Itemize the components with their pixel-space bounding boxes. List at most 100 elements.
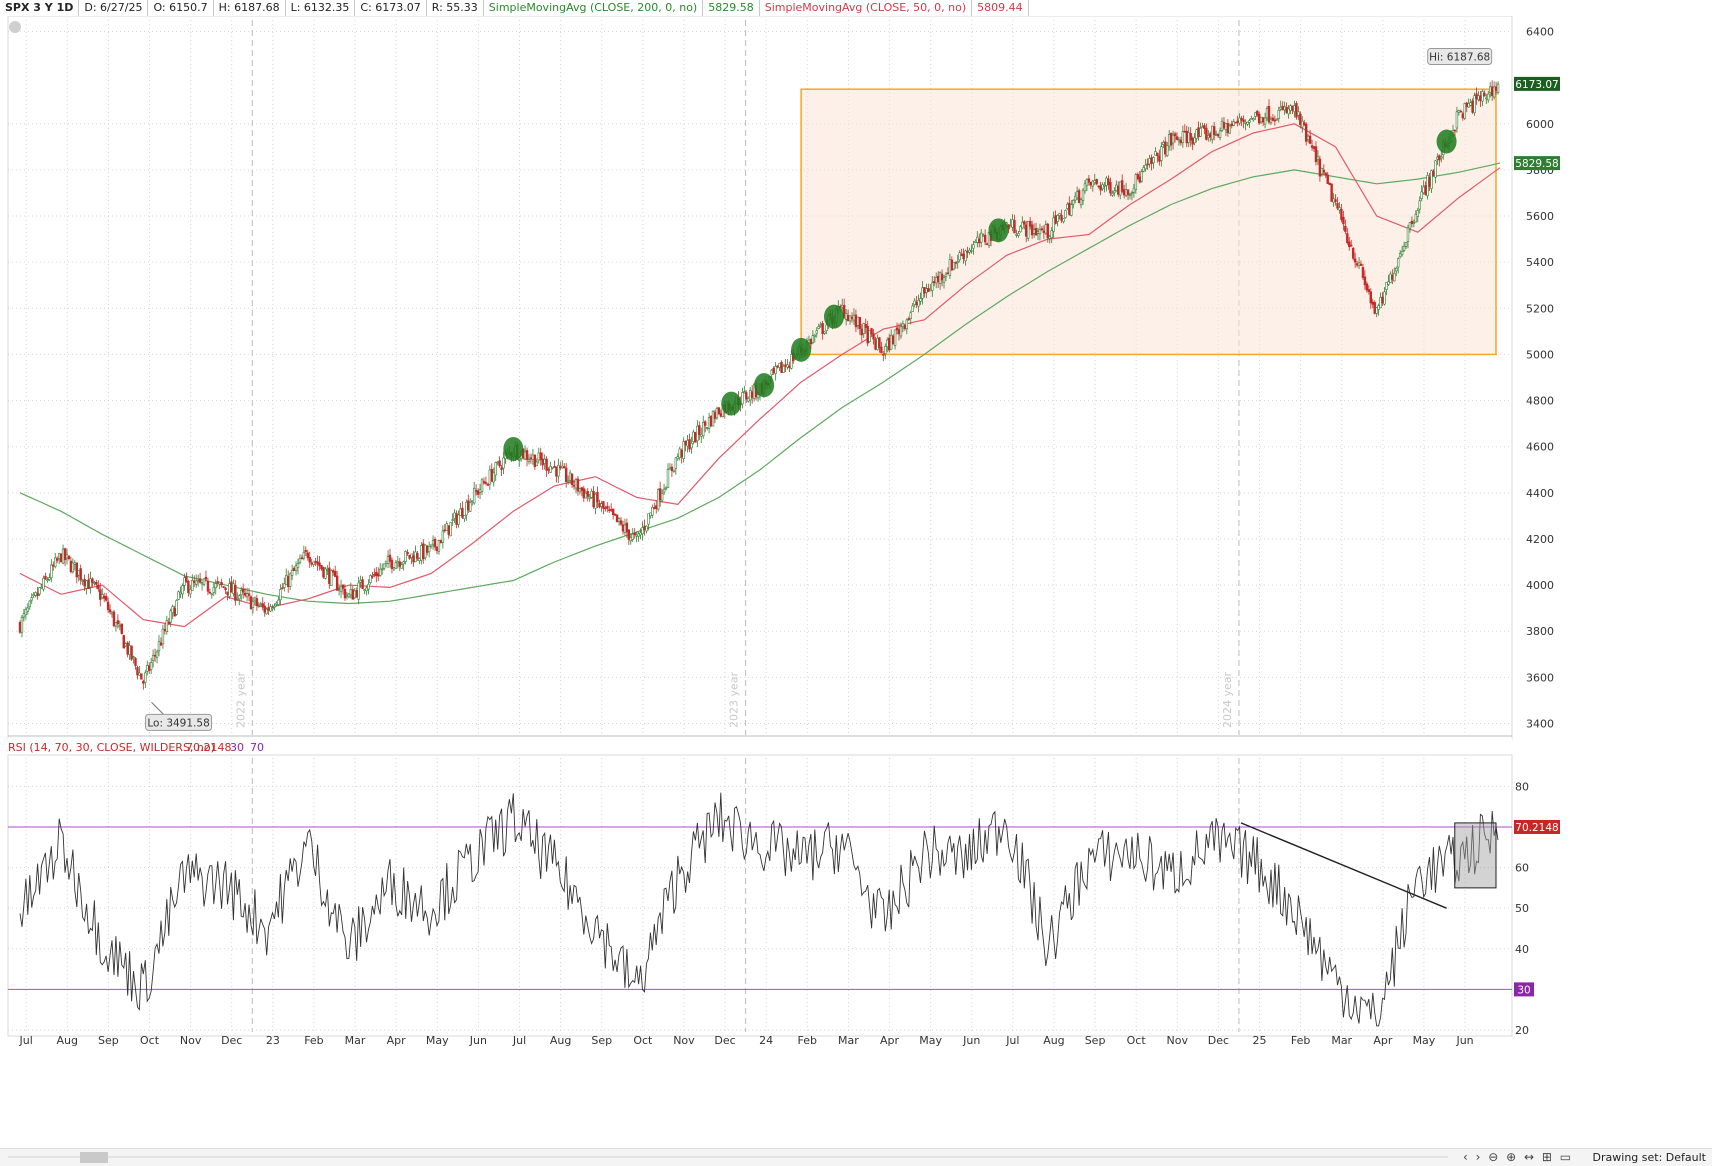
candle-body: [913, 300, 916, 305]
candle-body: [433, 538, 437, 548]
candle-body: [1430, 170, 1433, 189]
candle-body: [954, 262, 957, 264]
candle-body: [627, 529, 631, 540]
candle-body: [901, 323, 905, 328]
candle-body: [394, 562, 398, 569]
candle-body: [429, 544, 433, 547]
candle-body: [249, 596, 253, 610]
candle-body: [1093, 180, 1096, 183]
info-icon: [9, 21, 21, 33]
low-marker-box: [145, 713, 213, 731]
candle-body: [1359, 263, 1363, 266]
candle-body: [392, 567, 396, 570]
candle-body: [688, 439, 691, 450]
candle-body: [1459, 110, 1463, 113]
candle-body: [1224, 123, 1228, 131]
candle-body: [657, 489, 660, 510]
candle-body: [228, 583, 231, 597]
month-axis-label: Jun: [469, 1034, 487, 1047]
highlight-marker: [503, 437, 524, 461]
candle-body: [566, 480, 570, 483]
zoom-tools-icons[interactable]: ‹ › ⊖ ⊕ ↔ ⊞ ▭: [1463, 1150, 1574, 1164]
candle-body: [1385, 281, 1388, 290]
candle-body: [44, 575, 47, 580]
candle-body: [617, 518, 621, 522]
high-marker-box: [1427, 48, 1493, 66]
candle-body: [700, 434, 703, 437]
candle-body: [707, 417, 711, 429]
candle-body: [1250, 118, 1253, 120]
horizontal-scrollbar[interactable]: [8, 1156, 1448, 1158]
candle-body: [1167, 134, 1171, 147]
candle-body: [1011, 219, 1014, 228]
rsi-axis-label: 60: [1515, 862, 1529, 875]
candle-body: [1475, 93, 1478, 100]
candle-body: [351, 589, 355, 600]
candle-body: [1365, 283, 1369, 291]
candle-body: [343, 588, 347, 599]
candle-body: [502, 457, 505, 469]
candle-body: [964, 250, 967, 262]
year-separator-label: 2023 year: [728, 672, 741, 729]
candle-body: [1068, 202, 1071, 215]
candle-body: [1117, 185, 1120, 195]
symbol-label[interactable]: SPX 3 Y 1D: [0, 0, 80, 16]
month-axis-label: Dec: [221, 1034, 242, 1047]
candle-body: [1398, 253, 1402, 258]
candle-body: [1267, 106, 1271, 123]
candle-body: [929, 289, 932, 292]
candle-body: [1383, 291, 1386, 305]
candle-body: [181, 585, 184, 595]
candle-body: [1306, 135, 1310, 140]
candle-body: [257, 605, 261, 608]
candle-body: [658, 488, 662, 501]
candle-body: [1081, 189, 1085, 201]
candle-body: [1410, 220, 1414, 224]
candle-body: [549, 466, 552, 473]
candle-body: [126, 642, 129, 655]
candle-body: [694, 432, 697, 443]
candle-body: [455, 513, 458, 525]
candle-body: [1052, 217, 1055, 232]
candle-body: [653, 507, 656, 509]
candle-body: [169, 610, 172, 623]
candle-body: [106, 601, 110, 610]
candle-body: [1269, 118, 1273, 124]
candle-body: [862, 323, 865, 334]
drawing-set-label[interactable]: Drawing set: Default: [1592, 1151, 1706, 1164]
candle-body: [745, 392, 748, 400]
candle-body: [917, 299, 920, 307]
candle-body: [776, 365, 779, 368]
sma50-study-label[interactable]: SimpleMovingAvg (CLOSE, 50, 0, no): [760, 0, 973, 16]
candle-body: [1105, 177, 1108, 186]
candle-body: [784, 364, 787, 367]
sma200-study-label[interactable]: SimpleMovingAvg (CLOSE, 200, 0, no): [484, 0, 704, 16]
candle-body: [467, 500, 470, 511]
candle-body: [320, 565, 323, 570]
price-axis-label: 5000: [1526, 348, 1554, 361]
candle-body: [1025, 224, 1028, 237]
candle-body: [241, 588, 245, 593]
candle-body: [292, 567, 296, 571]
candle-body: [545, 458, 548, 471]
scrollbar-thumb[interactable]: [80, 1152, 108, 1163]
candle-body: [335, 575, 339, 591]
candle-body: [1097, 185, 1100, 188]
candle-body: [416, 553, 419, 559]
candle-body: [155, 651, 159, 658]
candle-body: [38, 587, 41, 595]
candle-body: [206, 581, 210, 592]
candle-body: [371, 575, 374, 578]
candle-body: [1440, 156, 1443, 159]
candle-body: [537, 452, 540, 461]
candle-body: [1453, 129, 1457, 132]
candle-body: [1222, 122, 1226, 129]
candle-body: [856, 316, 860, 326]
candle-body: [341, 584, 345, 589]
price-range-box: [800, 88, 1497, 356]
candle-body: [1115, 184, 1118, 191]
candle-body: [1030, 224, 1034, 236]
candle-body: [1173, 133, 1177, 137]
candle-body: [1077, 190, 1081, 203]
